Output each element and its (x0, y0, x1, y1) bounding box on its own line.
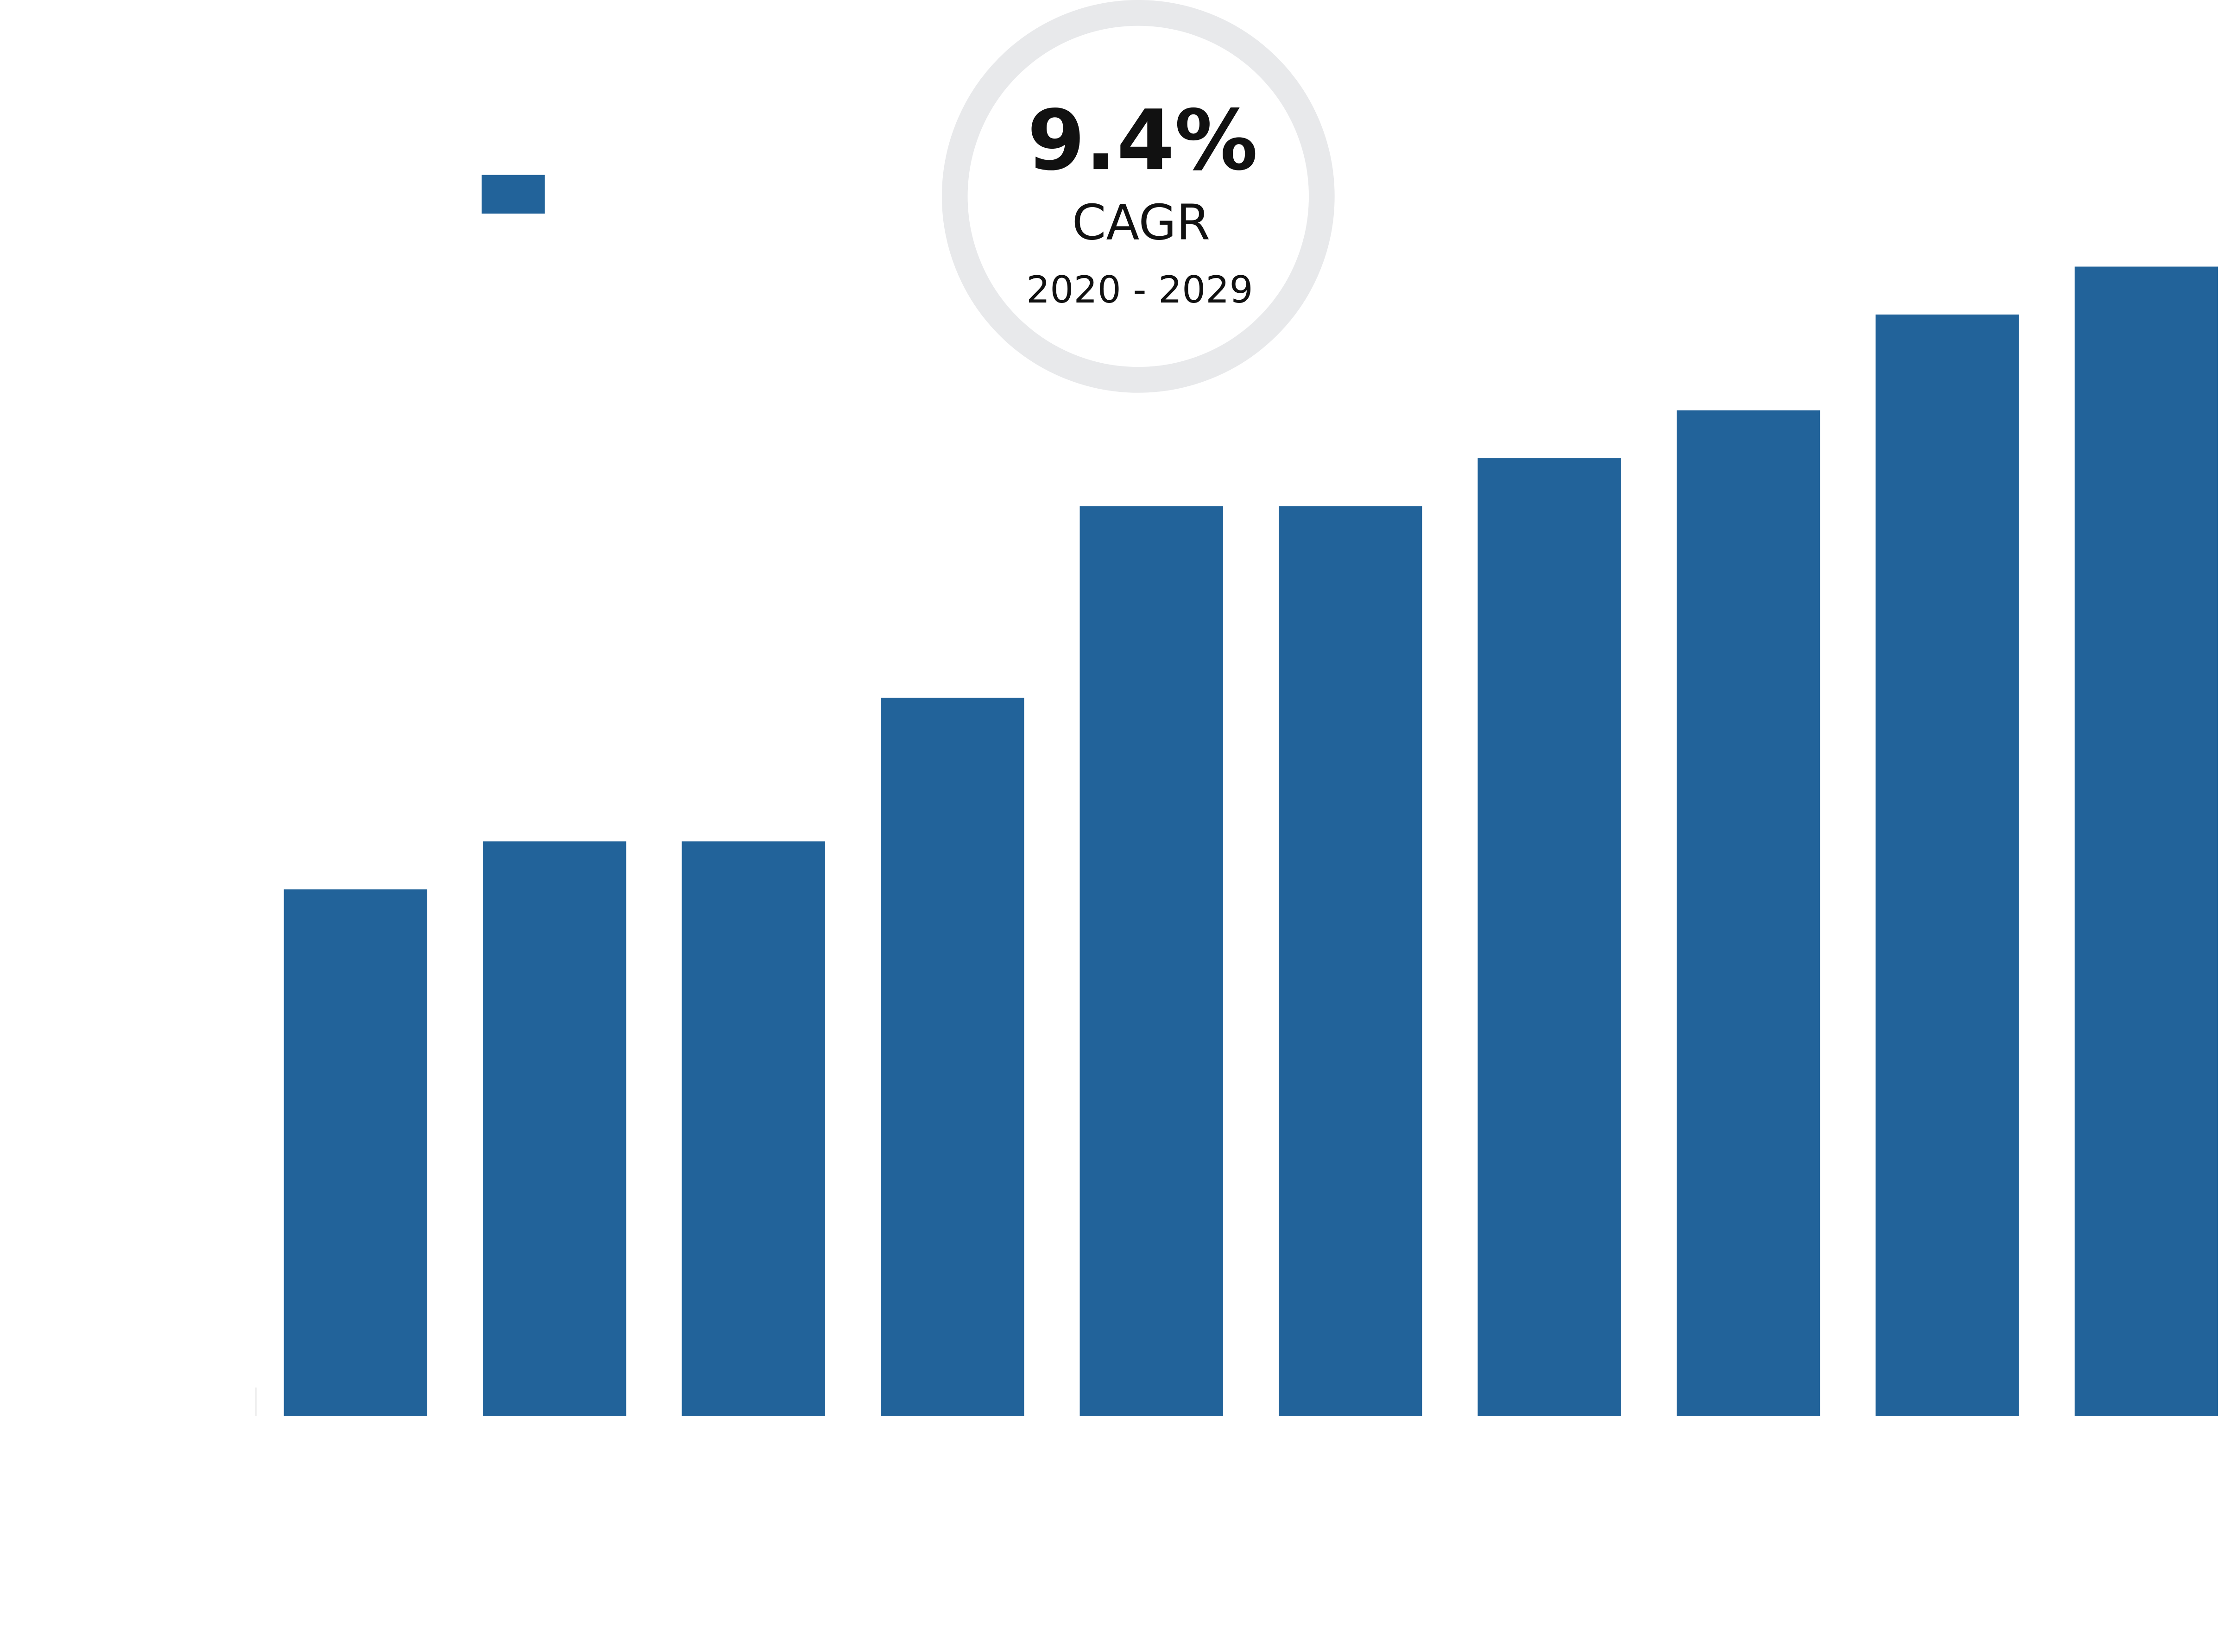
cagr-period: 2020 - 2029 (1026, 268, 1253, 311)
bar (881, 698, 1024, 1417)
bar (483, 841, 626, 1417)
bar (1875, 314, 2019, 1417)
cagr-label: CAGR (1072, 194, 1210, 251)
bar (1079, 506, 1223, 1417)
bar (682, 841, 826, 1417)
bar (1477, 458, 1621, 1417)
bar (284, 889, 428, 1417)
bar (1676, 410, 1820, 1417)
bar (2074, 266, 2218, 1417)
cagr-value: 9.4% (1027, 92, 1258, 189)
legend-swatch (481, 175, 545, 214)
bar (1279, 506, 1422, 1417)
cagr-ring (941, 0, 1335, 393)
